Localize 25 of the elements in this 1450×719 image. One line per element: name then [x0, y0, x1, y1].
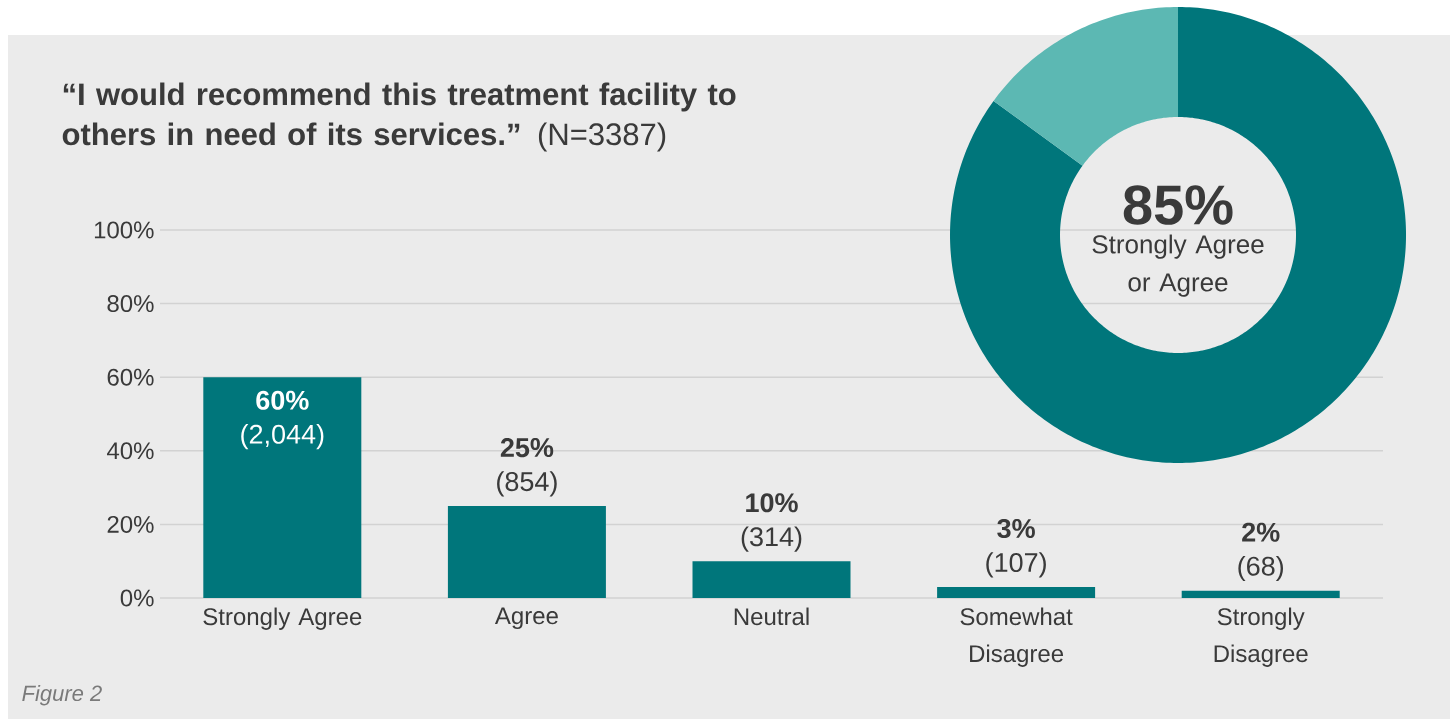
x-tick-label: Strongly Agree: [203, 607, 362, 630]
caption: Figure 2: [22, 684, 102, 706]
y-tick-label: 0%: [120, 589, 154, 607]
y-tick-label: 40%: [106, 442, 154, 460]
bar: [692, 561, 851, 598]
data-label: 2% (68): [1238, 522, 1284, 582]
x-tick-label: Somewhat Disagree: [960, 607, 1073, 667]
x-tick-label: Neutral: [734, 607, 809, 626]
bar: [447, 505, 606, 598]
bar: [937, 586, 1096, 598]
x-tick-label: Agree: [494, 607, 558, 630]
chart-title: “I would recommend this treatment facility to others in need of its services.” (N=3387): [62, 82, 736, 152]
y-tick-label: 100%: [94, 221, 154, 239]
data-label: 25% (854): [497, 438, 557, 497]
bar: [1181, 590, 1340, 598]
data-label: 10% (314): [741, 493, 802, 552]
y-tick-label: 20%: [107, 515, 154, 533]
y-tick-label: 80%: [107, 295, 154, 313]
data-label: 60% (2,044): [241, 390, 324, 450]
annotation: Strongly Agree or Agree: [1092, 234, 1264, 297]
y-tick-label: 60%: [107, 368, 154, 386]
data-label: 3% (107): [986, 518, 1046, 578]
data-label: 85%: [1123, 185, 1233, 225]
bar: [203, 377, 362, 598]
x-tick-label: Strongly Disagree: [1214, 607, 1308, 667]
